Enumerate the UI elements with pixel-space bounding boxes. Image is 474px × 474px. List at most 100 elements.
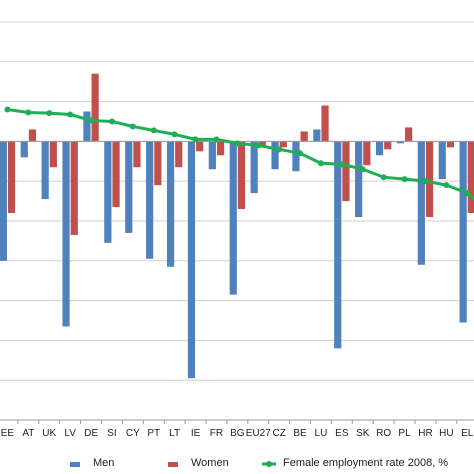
employment-rate-point-lv (67, 111, 74, 118)
bar-men-at (20, 141, 28, 158)
legend-label: Men (93, 457, 114, 469)
employment-rate-point-lu (317, 160, 324, 167)
bar-men-de (83, 111, 91, 142)
x-tick-label: IE (191, 428, 201, 439)
employment-rate-point-sk (359, 166, 366, 173)
employment-rate-point-be (297, 150, 304, 157)
x-tick-label: EE (1, 428, 15, 439)
bar-men-ro (375, 141, 384, 156)
bar-women-hr (425, 141, 434, 217)
bar-men-ee (0, 141, 7, 261)
x-tick-label: HR (418, 428, 432, 439)
bar-women-cy (133, 141, 141, 168)
x-tick-label: DE (84, 428, 98, 439)
bar-women-ie (196, 141, 204, 152)
bar-women-lt (175, 141, 183, 168)
bar-women-ee (7, 141, 16, 214)
bar-women-bg (237, 141, 246, 210)
employment-rate-point-cy (129, 123, 136, 130)
bar-women-si (112, 141, 120, 208)
bar-women-lv (70, 141, 78, 235)
employment-rate-point-es (338, 161, 345, 168)
x-tick-label: SI (107, 428, 116, 439)
bar-women-at (28, 129, 37, 142)
bar-men-cy (125, 141, 133, 233)
employment-rate-point-de (88, 117, 95, 124)
employment-rate-point-ee (4, 106, 11, 113)
legend-swatch (70, 462, 80, 467)
bar-men-lt (166, 141, 175, 267)
employment-rate-point-cz (276, 146, 283, 153)
bar-men-hu (438, 141, 446, 180)
bar-men-pt (146, 141, 154, 259)
x-tick-label: CY (126, 428, 140, 439)
employment-rate-point-si (108, 118, 115, 125)
employment-rate-point-ro (380, 174, 387, 181)
bar-men-el (459, 141, 467, 323)
legend: Men Women Female employment rate 2008, % (70, 457, 448, 469)
bar-men-ie (187, 141, 196, 379)
employment-rate-polyline (7, 108, 474, 201)
bar-women-pt (154, 141, 162, 186)
bar-women-uk (49, 141, 57, 168)
x-tick-label: EU27 (246, 428, 271, 439)
bar-women-be (300, 131, 308, 142)
x-tick-label: EL (461, 428, 474, 439)
employment-rate-point-bg (234, 140, 241, 147)
bar-men-hr (417, 141, 425, 265)
x-tick-label: BG (230, 428, 245, 439)
x-tick-label: LT (169, 428, 180, 439)
x-tick-label: ES (335, 428, 349, 439)
bar-men-cz (271, 141, 279, 170)
bar-men-lu (313, 129, 321, 142)
employment-rate-point-hu (443, 182, 450, 189)
bar-men-si (104, 141, 112, 243)
employment-rate-point-pl (401, 176, 408, 183)
x-tick-label: LU (315, 428, 328, 439)
bar-marks (0, 73, 474, 424)
bar-women-cz (279, 141, 287, 148)
x-tick-label: SK (356, 428, 370, 439)
x-tick-label: PT (147, 428, 160, 439)
bar-women-el (467, 141, 474, 214)
employment-rate-line (4, 106, 474, 201)
x-tick-label: FR (210, 428, 223, 439)
x-tick-label: HU (439, 428, 453, 439)
x-tick-label: RO (376, 428, 391, 439)
bar-men-es (334, 141, 342, 349)
bar-women-es (342, 141, 350, 202)
bar-men-bg (229, 141, 237, 295)
bar-men-be (292, 141, 300, 172)
bar-men-uk (41, 141, 49, 200)
bar-women-fr (216, 141, 225, 156)
x-tick-label: UK (42, 428, 56, 439)
employment-rate-point-uk (46, 110, 53, 117)
bar-women-pl (405, 127, 413, 142)
bar-women-ro (384, 141, 392, 150)
bar-women-hu (446, 141, 455, 148)
x-tick-label: BE (293, 428, 307, 439)
x-tick-labels: EE AT UK LV DE SI CY PT LT IE FR BG EU27 CZ BE LU ES SK RO… (1, 428, 474, 439)
bar-men-eu27 (250, 141, 258, 194)
employment-rate-point-ie (192, 136, 199, 143)
x-tick-label: PL (398, 428, 411, 439)
legend-marker (266, 461, 272, 467)
x-tick-label: LV (64, 428, 76, 439)
legend-label: Female employment rate 2008, % (283, 457, 448, 469)
employment-rate-point-at (25, 109, 32, 116)
bar-women-eu27 (258, 141, 266, 148)
employment-rate-point-hr (422, 178, 429, 185)
legend-swatch (168, 462, 178, 467)
x-tick-label: CZ (272, 428, 285, 439)
bar-women-lu (321, 105, 329, 142)
employment-rate-point-pt (150, 127, 157, 134)
bar-men-sk (355, 141, 363, 217)
bar-women-de (91, 73, 99, 142)
employment-rate-point-fr (213, 136, 220, 143)
x-tick-label: AT (22, 428, 34, 439)
employment-rate-point-lt (171, 131, 178, 138)
bar-men-pl (396, 141, 405, 144)
employment-rate-point-eu27 (255, 142, 262, 149)
bar-men-lv (62, 141, 70, 327)
